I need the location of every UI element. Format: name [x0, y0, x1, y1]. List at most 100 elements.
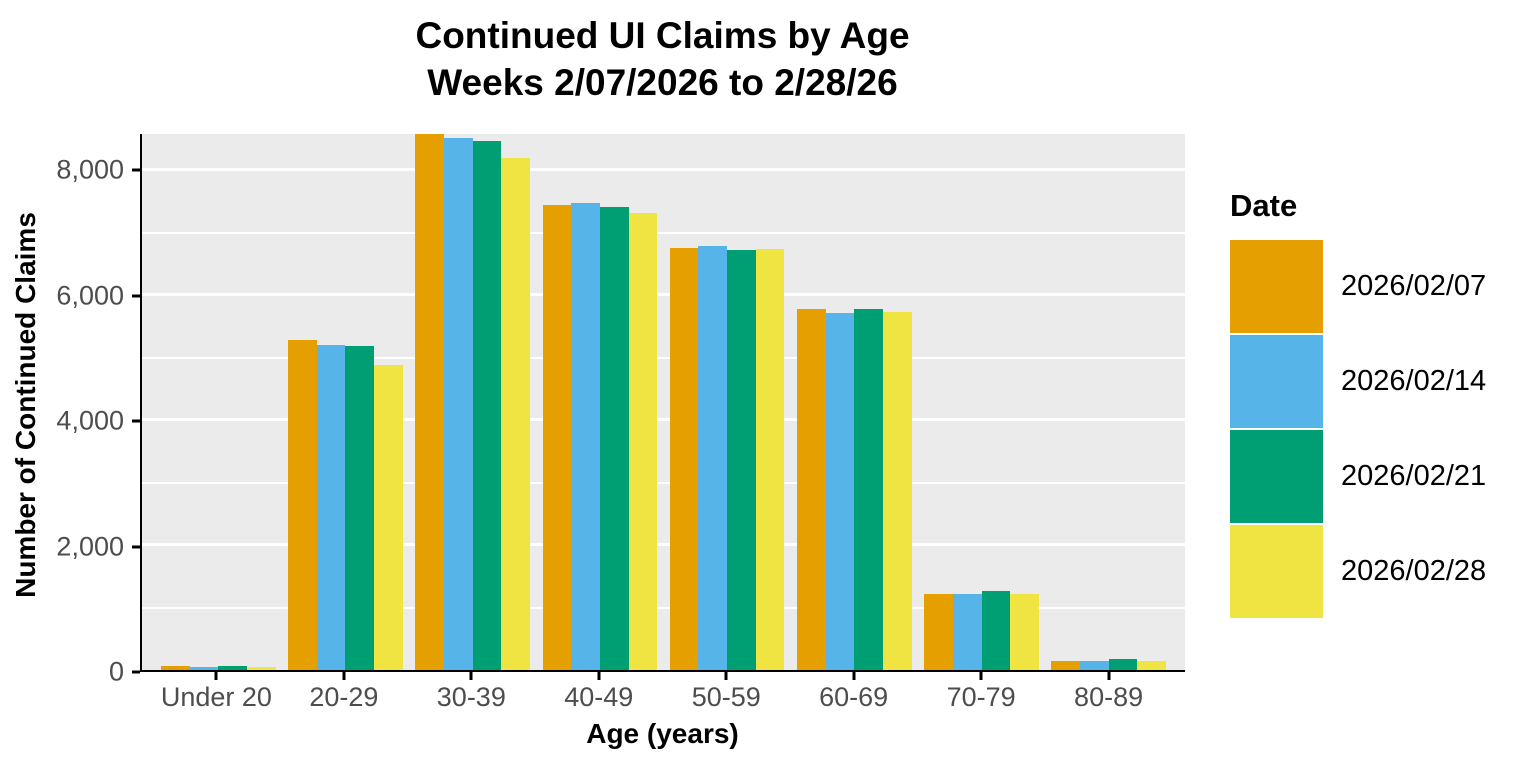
- legend-label-2026-02-21: 2026/02/21: [1341, 460, 1487, 492]
- bar-2026-02-21-40-49: [599, 206, 629, 670]
- x-tick-mark-80-89: [1107, 672, 1111, 680]
- legend-entry-2026-02-07: 2026/02/07: [1230, 240, 1486, 333]
- x-tick-label-50-59: 50-59: [691, 682, 761, 712]
- legend-swatch-2026-02-21: [1230, 430, 1323, 523]
- x-tick-label-under-20: Under 20: [160, 682, 272, 712]
- bar-2026-02-14-40-49: [571, 203, 600, 670]
- bar-2026-02-14-under-20: [189, 666, 219, 670]
- bar-2026-02-14-20-29: [316, 345, 346, 670]
- x-tick-mark-20-29: [342, 672, 346, 680]
- legend-entries: 2026/02/07 2026/02/14 2026/02/21 2026/02/28: [1230, 240, 1486, 618]
- bar-2026-02-28-60-69: [882, 312, 912, 670]
- bar-2026-02-07-60-69: [797, 308, 826, 670]
- x-tick-label-30-39: 30-39: [436, 682, 506, 712]
- legend-title: Date: [1230, 188, 1298, 223]
- bar-2026-02-21-70-79: [981, 590, 1011, 670]
- y-tick-label-8000: 8,000: [56, 154, 124, 185]
- gridline-major-4000: [142, 418, 1185, 422]
- gridline-major-8000: [142, 168, 1185, 172]
- bar-2026-02-28-under-20: [246, 666, 276, 670]
- gridline-minor-5000: [142, 357, 1185, 359]
- legend: Date 2026/02/07 2026/02/14 2026/02/21 2026/…: [1230, 188, 1486, 620]
- bar-2026-02-07-30-39: [415, 134, 445, 670]
- x-tick-label-60-69: 60-69: [819, 682, 889, 712]
- bar-2026-02-28-30-39: [501, 158, 530, 670]
- legend-label-2026-02-28: 2026/02/28: [1341, 555, 1487, 587]
- gridline-minor-7000: [142, 232, 1185, 234]
- x-tick-mark-50-59: [724, 672, 728, 680]
- bar-2026-02-07-80-89: [1051, 661, 1081, 670]
- chart-title: Continued UI Claims by Age Weeks 2/07/20…: [140, 12, 1185, 106]
- x-tick-mark-60-69: [852, 672, 856, 680]
- x-axis-labels: Under 20 20-29 30-39 40-49 50-59 60-69 70-79 80…: [140, 682, 1185, 713]
- bar-2026-02-14-70-79: [952, 594, 982, 670]
- bar-2026-02-14-80-89: [1080, 661, 1109, 670]
- y-tick-mark-6000: [132, 294, 140, 298]
- gridline-major-6000: [142, 293, 1185, 297]
- x-tick-mark-70-79: [979, 672, 983, 680]
- bar-2026-02-28-80-89: [1137, 660, 1166, 670]
- bar-2026-02-07-40-49: [542, 204, 572, 670]
- bars-area: [142, 134, 1185, 670]
- bar-2026-02-21-80-89: [1108, 658, 1138, 670]
- bar-group-70-79: [918, 134, 1045, 670]
- chart-title-line2: Weeks 2/07/2026 to 2/28/26: [427, 62, 898, 103]
- chart-title-line1: Continued UI Claims by Age: [415, 15, 910, 56]
- bar-2026-02-14-30-39: [444, 137, 473, 670]
- y-tick-label-4000: 4,000: [56, 405, 124, 436]
- y-tick-label-0: 0: [108, 656, 124, 687]
- bar-2026-02-28-50-59: [755, 249, 785, 670]
- y-tick-mark-0: [132, 670, 140, 674]
- bar-2026-02-21-60-69: [854, 308, 883, 670]
- legend-swatch-2026-02-14: [1230, 335, 1323, 428]
- bar-group-30-39: [409, 134, 536, 670]
- bar-2026-02-28-70-79: [1010, 594, 1039, 670]
- plot-panel: [140, 134, 1185, 672]
- legend-swatch-2026-02-07: [1230, 240, 1323, 333]
- bar-2026-02-21-20-29: [345, 346, 375, 670]
- bar-2026-02-21-30-39: [472, 140, 502, 670]
- x-axis-title: Age (years): [586, 718, 739, 749]
- bar-group-60-69: [791, 134, 918, 670]
- x-tick-label-70-79: 70-79: [946, 682, 1016, 712]
- legend-entry-2026-02-21: 2026/02/21: [1230, 430, 1486, 523]
- legend-entry-2026-02-14: 2026/02/14: [1230, 335, 1486, 428]
- gridline-minor-3000: [142, 482, 1185, 484]
- bar-2026-02-07-under-20: [161, 666, 190, 670]
- bar-2026-02-14-60-69: [825, 312, 855, 670]
- x-tick-mark-40-49: [597, 672, 601, 680]
- bar-2026-02-07-70-79: [924, 594, 953, 670]
- y-tick-label-2000: 2,000: [56, 531, 124, 562]
- legend-swatch-2026-02-28: [1230, 525, 1323, 618]
- bar-2026-02-14-50-59: [698, 245, 728, 670]
- bar-2026-02-21-under-20: [218, 666, 247, 670]
- legend-label-2026-02-07: 2026/02/07: [1341, 270, 1487, 302]
- gridlines: [142, 134, 1185, 670]
- x-axis-ticks: [140, 672, 1185, 680]
- y-tick-mark-4000: [132, 419, 140, 423]
- y-tick-mark-8000: [132, 168, 140, 172]
- legend-entry-2026-02-28: 2026/02/28: [1230, 525, 1486, 618]
- bar-2026-02-28-40-49: [628, 213, 658, 670]
- bar-group-50-59: [664, 134, 791, 670]
- x-tick-label-20-29: 20-29: [309, 682, 379, 712]
- y-axis: 0 2,000 4,000 6,000 8,000: [0, 134, 140, 687]
- x-tick-mark-under-20: [214, 672, 218, 680]
- bar-2026-02-07-20-29: [288, 340, 317, 670]
- bar-2026-02-07-50-59: [669, 247, 699, 670]
- x-tick-mark-30-39: [469, 672, 473, 680]
- gridline-minor-1000: [142, 607, 1185, 609]
- bar-group-80-89: [1045, 134, 1172, 670]
- bar-2026-02-21-50-59: [727, 249, 756, 670]
- gridline-major-2000: [142, 543, 1185, 547]
- bar-2026-02-28-20-29: [374, 365, 403, 670]
- legend-label-2026-02-14: 2026/02/14: [1341, 365, 1487, 397]
- x-tick-label-40-49: 40-49: [564, 682, 634, 712]
- y-tick-label-6000: 6,000: [56, 280, 124, 311]
- bar-group-20-29: [282, 134, 409, 670]
- x-tick-label-80-89: 80-89: [1074, 682, 1144, 712]
- bar-group-under-20: [155, 134, 282, 670]
- y-tick-mark-2000: [132, 545, 140, 549]
- bar-group-40-49: [536, 134, 663, 670]
